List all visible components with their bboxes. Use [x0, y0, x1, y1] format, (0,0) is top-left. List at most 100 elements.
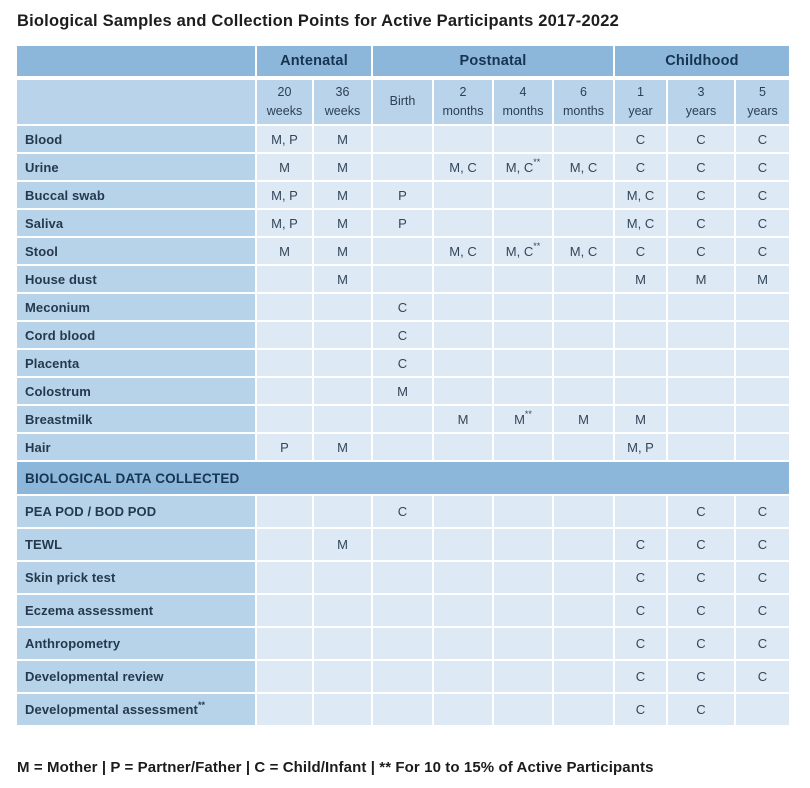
- data-cell: M: [314, 182, 371, 208]
- data-cell: [554, 628, 613, 659]
- data-cell: [257, 322, 312, 348]
- row-label: Breastmilk: [17, 406, 255, 432]
- row-label: Eczema assessment: [17, 595, 255, 626]
- data-cell: [314, 496, 371, 527]
- data-cell: C: [668, 661, 734, 692]
- data-cell: [615, 294, 666, 320]
- data-cell: [668, 378, 734, 404]
- data-cell: M, P: [257, 182, 312, 208]
- row-label: Stool: [17, 238, 255, 264]
- data-cell: [554, 562, 613, 593]
- table-row: Cord blood C: [17, 322, 789, 348]
- column-header: 5 years: [736, 80, 789, 124]
- data-cell: [314, 322, 371, 348]
- data-cell: M: [314, 266, 371, 292]
- data-cell: [434, 661, 492, 692]
- data-cell: [736, 294, 789, 320]
- data-cell: M, P: [257, 210, 312, 236]
- data-cell: M: [554, 406, 613, 432]
- data-cell: [257, 294, 312, 320]
- table-body: Blood M, P M C C C Urine M M M, C M, C** M, C C C C Buc…: [17, 126, 789, 725]
- table-row: House dust M M M M: [17, 266, 789, 292]
- table-row: Hair P M M, P: [17, 434, 789, 460]
- data-cell: C: [615, 562, 666, 593]
- data-cell: [373, 266, 432, 292]
- data-cell: [434, 694, 492, 725]
- data-cell: C: [736, 126, 789, 152]
- data-cell: [314, 350, 371, 376]
- data-cell: C: [373, 322, 432, 348]
- data-cell: C: [373, 294, 432, 320]
- column-header: 2 months: [434, 80, 492, 124]
- data-cell: [373, 406, 432, 432]
- data-cell: [615, 496, 666, 527]
- data-cell: [494, 661, 552, 692]
- data-cell: C: [736, 154, 789, 180]
- data-cell: [615, 378, 666, 404]
- data-cell: [314, 595, 371, 626]
- data-cell: C: [668, 595, 734, 626]
- row-label: Developmental assessment**: [17, 694, 255, 725]
- row-label: Colostrum: [17, 378, 255, 404]
- data-cell: C: [615, 661, 666, 692]
- data-cell: C: [736, 562, 789, 593]
- data-cell: C: [668, 154, 734, 180]
- data-cell: C: [615, 126, 666, 152]
- data-cell: C: [615, 529, 666, 560]
- data-cell: [554, 322, 613, 348]
- data-cell: M: [314, 210, 371, 236]
- data-cell: [373, 694, 432, 725]
- data-cell: C: [736, 182, 789, 208]
- data-cell: [554, 529, 613, 560]
- data-cell: [668, 322, 734, 348]
- data-cell: [554, 294, 613, 320]
- data-cell: C: [668, 529, 734, 560]
- data-cell: C: [736, 595, 789, 626]
- asterisks-superscript: **: [533, 241, 541, 252]
- data-cell: [554, 378, 613, 404]
- data-cell: M: [373, 378, 432, 404]
- data-cell: C: [615, 595, 666, 626]
- data-cell: M, C: [615, 210, 666, 236]
- page-title: Biological Samples and Collection Points…: [17, 12, 619, 30]
- data-cell: [257, 595, 312, 626]
- data-cell: P: [373, 182, 432, 208]
- data-cell: M: [314, 529, 371, 560]
- table-row: Developmental review C C C: [17, 661, 789, 692]
- asterisks-superscript: **: [533, 157, 541, 168]
- data-cell: [736, 378, 789, 404]
- legend-footnote: M = Mother | P = Partner/Father | C = Ch…: [17, 759, 654, 776]
- data-cell: [257, 562, 312, 593]
- data-cell: [434, 434, 492, 460]
- table-head: Antenatal Postnatal Childhood 20 weeks 36 we…: [17, 46, 789, 124]
- data-cell: M: [314, 238, 371, 264]
- data-cell: [494, 182, 552, 208]
- data-cell: C: [373, 496, 432, 527]
- data-cell: M, C**: [494, 154, 552, 180]
- data-cell: [554, 661, 613, 692]
- data-cell: [434, 266, 492, 292]
- data-cell: M: [668, 266, 734, 292]
- data-cell: M, C: [554, 154, 613, 180]
- data-cell: C: [668, 628, 734, 659]
- column-header: 20 weeks: [257, 80, 312, 124]
- column-group-header: Childhood: [615, 46, 789, 78]
- table-row: Breastmilk M M** M M: [17, 406, 789, 432]
- data-cell: [494, 378, 552, 404]
- data-cell: [554, 126, 613, 152]
- data-cell: M**: [494, 406, 552, 432]
- table-row: Eczema assessment C C C: [17, 595, 789, 626]
- data-cell: [257, 661, 312, 692]
- asterisks-superscript: **: [197, 699, 206, 710]
- section-header-cell: BIOLOGICAL DATA COLLECTED: [17, 462, 789, 494]
- row-label: Blood: [17, 126, 255, 152]
- data-cell: [434, 126, 492, 152]
- row-label: Meconium: [17, 294, 255, 320]
- data-cell: M, C: [434, 154, 492, 180]
- row-label: Placenta: [17, 350, 255, 376]
- data-cell: [314, 694, 371, 725]
